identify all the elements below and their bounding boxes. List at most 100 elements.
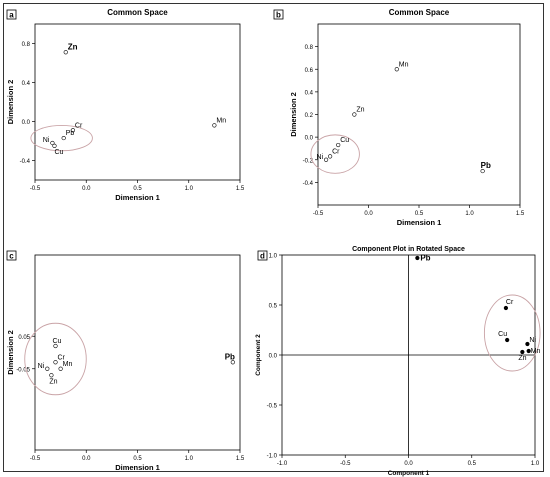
point-label: Pb: [420, 254, 430, 263]
cluster-ellipse: [24, 322, 87, 396]
point-label: Mn: [216, 117, 226, 124]
x-tick-label: 1.5: [236, 186, 245, 192]
panel-label-box: [273, 9, 284, 20]
plot-area: [34, 254, 241, 451]
point-label: Cr: [75, 122, 83, 129]
figure-frame: [3, 3, 544, 472]
x-axis-label: Dimension 1: [115, 193, 160, 202]
panel-label-box: [6, 9, 17, 20]
x-tick-label: 0.0: [82, 186, 91, 192]
point-label: Ni: [316, 154, 323, 161]
point-label: Mn: [63, 361, 73, 368]
point-label: Ni: [529, 337, 536, 344]
point-label: Ni: [43, 137, 50, 144]
y-tick-label: 0.6: [305, 68, 314, 74]
panel-d: d Component Plot in Rotated Space -1.0 -0.5…: [255, 246, 541, 477]
y-tick-label: 0.0: [22, 120, 31, 126]
plot-area: [34, 23, 241, 181]
point-label: Pb: [225, 352, 235, 361]
x-axis-label: Dimension 1: [115, 463, 160, 472]
point-label: Zn: [68, 42, 78, 51]
panel-label: d: [260, 252, 265, 261]
point-marker: [525, 341, 530, 347]
point-label: Zn: [518, 355, 526, 362]
y-tick-label: 0.2: [305, 113, 314, 119]
point-label: Zn: [49, 378, 57, 385]
point-marker: [49, 373, 54, 378]
chart-title: Common Space: [107, 8, 168, 17]
x-tick-label: 1.0: [465, 211, 474, 217]
y-tick-label: 0.4: [305, 90, 314, 96]
cluster-ellipse: [483, 294, 541, 372]
x-tick-label: 0.0: [82, 456, 91, 462]
panel-label-box: [257, 250, 268, 261]
x-tick-label: 0.5: [415, 211, 424, 217]
y-tick-label: -0.05: [16, 367, 30, 373]
point-marker: [480, 168, 485, 174]
x-tick-label: 1.5: [516, 211, 525, 217]
point-marker: [520, 349, 525, 355]
point-marker: [526, 348, 531, 354]
point-marker: [58, 366, 63, 371]
chart-title: Component Plot in Rotated Space: [352, 246, 465, 253]
point-label: Pb: [66, 130, 75, 137]
x-tick-label: -0.5: [30, 186, 41, 192]
y-tick-label: 0.8: [305, 45, 314, 51]
point-label: Zn: [356, 107, 364, 114]
point-marker: [328, 154, 333, 159]
y-axis-label: Dimension 2: [6, 80, 15, 125]
panel-b: b Common Space -0.5 0.0 0.5 1.0 1.5 0.8 0.6 0.4 0.…: [273, 8, 525, 227]
y-tick-label: -0.4: [20, 159, 31, 165]
point-label: Cr: [58, 354, 66, 361]
point-marker: [53, 360, 58, 365]
plot-area: [317, 23, 521, 206]
point-label: Cu: [54, 149, 63, 156]
x-tick-label: 1.0: [185, 186, 194, 192]
y-axis-label: Component 2: [255, 334, 262, 376]
x-tick-label: 1.0: [185, 456, 194, 462]
point-marker: [230, 360, 235, 365]
y-axis-label: Dimension 2: [6, 330, 15, 375]
point-marker: [63, 50, 68, 55]
x-tick-label: 1.0: [531, 461, 540, 467]
y-tick-label: -1.0: [267, 454, 278, 460]
panel-label: a: [9, 11, 14, 20]
panel-a: a Common Space -0.5 0.0 0.5 1.0 1.5 0.8 0.4 0.0 -0…: [6, 8, 245, 202]
point-label: Cu: [53, 338, 62, 345]
x-tick-label: 0.0: [404, 461, 413, 467]
x-tick-label: -0.5: [340, 461, 351, 467]
point-marker: [352, 112, 357, 117]
y-tick-label: -0.4: [303, 181, 314, 187]
cluster-ellipse: [310, 134, 360, 174]
point-marker: [53, 343, 58, 349]
point-marker: [323, 157, 329, 162]
point-marker: [394, 67, 399, 72]
point-label: Cr: [506, 299, 514, 306]
point-label: Pb: [481, 161, 491, 170]
panel-label: b: [276, 11, 281, 20]
cluster-ellipse: [30, 124, 93, 152]
point-marker: [505, 337, 510, 343]
x-tick-label: -0.5: [313, 211, 324, 217]
y-tick-label: 0.4: [22, 81, 31, 87]
x-tick-label: -1.0: [277, 461, 288, 467]
point-marker: [336, 142, 341, 148]
point-marker: [52, 143, 57, 148]
y-tick-label: 0.05: [18, 335, 30, 341]
point-marker: [45, 366, 50, 371]
point-marker: [70, 128, 76, 133]
point-marker: [50, 140, 55, 146]
y-tick-label: 0.0: [305, 136, 314, 142]
point-marker: [61, 135, 66, 141]
point-label: Cu: [498, 331, 507, 338]
y-tick-label: 0.5: [269, 304, 278, 310]
point-label: Cu: [340, 137, 349, 144]
point-marker: [503, 305, 509, 311]
x-tick-label: 0.0: [364, 211, 373, 217]
panel-label: c: [9, 252, 14, 261]
y-tick-label: 0.8: [22, 42, 31, 48]
point-label: Ni: [38, 363, 45, 370]
x-tick-label: -0.5: [30, 456, 41, 462]
